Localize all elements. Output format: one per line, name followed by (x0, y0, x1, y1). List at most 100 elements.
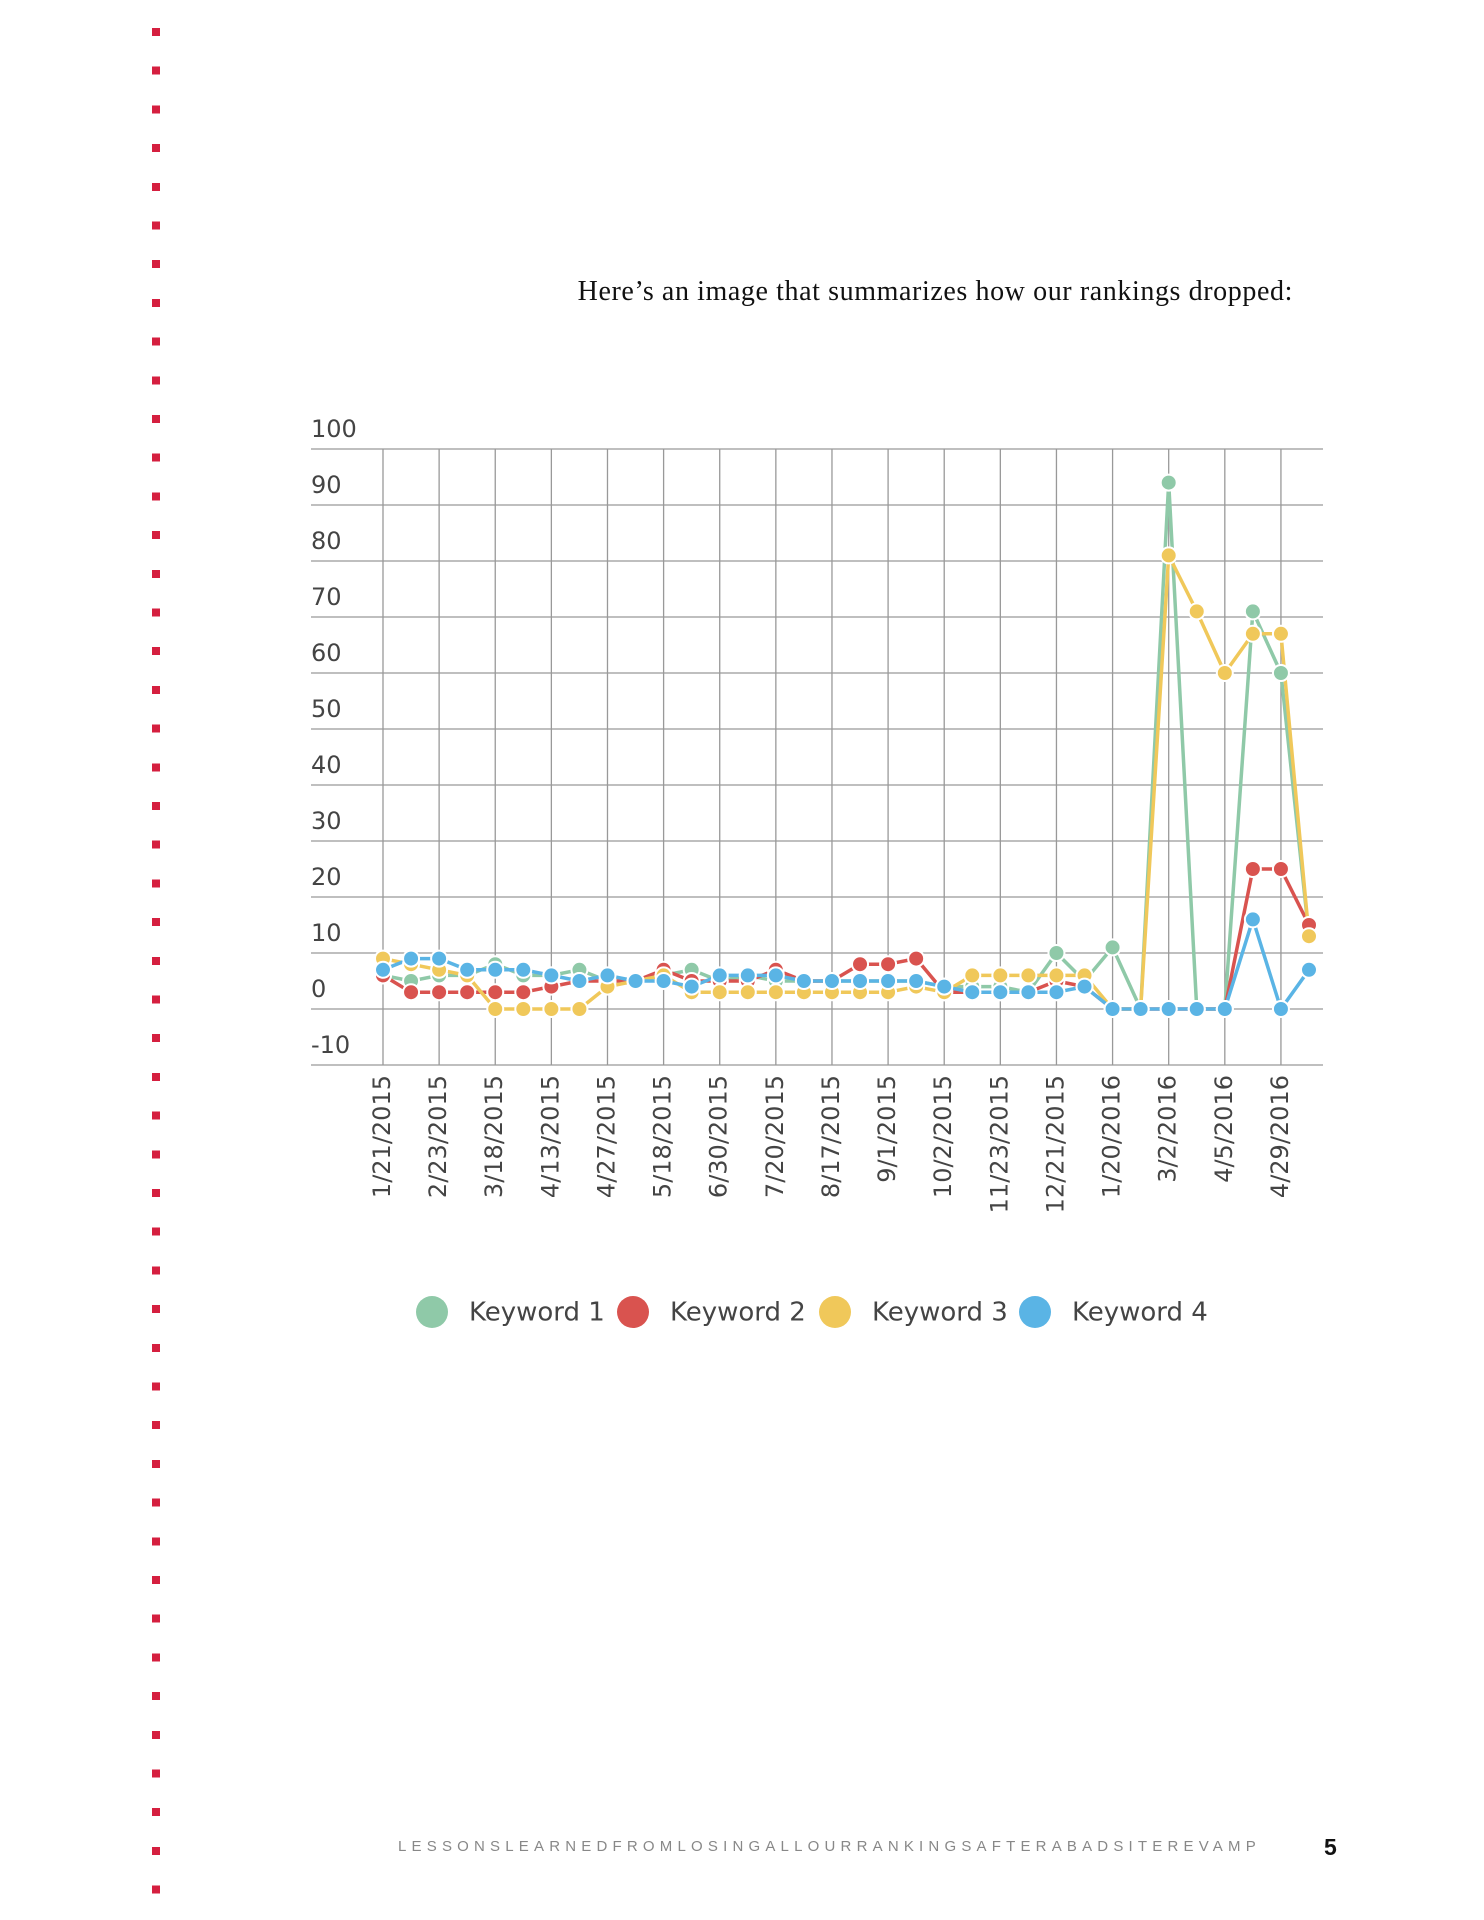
data-point (991, 983, 1010, 1002)
margin-dots (152, 28, 160, 1920)
data-point (907, 972, 926, 990)
y-tick-label: 40 (311, 751, 342, 779)
data-point (542, 966, 561, 985)
data-point (542, 1000, 561, 1018)
y-tick-label: 90 (311, 471, 342, 499)
data-point (654, 972, 673, 990)
x-tick-label: 4/27/2015 (592, 1075, 620, 1198)
data-point (1271, 664, 1290, 682)
x-tick-label: 5/18/2015 (649, 1075, 677, 1198)
x-tick-label: 4/13/2015 (536, 1075, 564, 1198)
data-point (710, 966, 729, 985)
data-point (766, 983, 785, 1002)
data-point (1215, 664, 1234, 682)
data-point (598, 966, 617, 985)
y-tick-label: 100 (311, 415, 357, 443)
data-point (1243, 910, 1262, 929)
data-point (1019, 983, 1038, 1002)
data-point (514, 1000, 533, 1018)
legend-marker (416, 1296, 448, 1328)
legend-label: Keyword 2 (670, 1298, 806, 1328)
data-point (402, 949, 421, 968)
y-tick-label: 70 (311, 583, 342, 611)
data-point (1300, 960, 1318, 979)
data-point (458, 983, 477, 1002)
data-point (402, 983, 421, 1002)
y-tick-label: 80 (311, 527, 342, 555)
data-point (991, 966, 1010, 985)
data-point (963, 966, 982, 985)
series-line (382, 548, 1311, 1011)
data-point (822, 972, 841, 990)
data-point (1159, 546, 1178, 565)
x-tick-label: 6/30/2015 (705, 1075, 733, 1198)
x-tick-label: 8/17/2015 (817, 1075, 845, 1198)
data-point (1075, 977, 1094, 996)
data-point (626, 972, 645, 990)
data-point (710, 983, 729, 1002)
y-tick-label: 20 (311, 863, 342, 891)
intro-text: Here’s an image that summarizes how our … (577, 276, 1293, 307)
legend-marker (1019, 1296, 1051, 1328)
data-point (486, 960, 505, 979)
data-point (458, 960, 477, 979)
data-point (486, 983, 505, 1002)
data-point (1215, 1000, 1234, 1018)
data-point (1300, 927, 1318, 946)
data-point (963, 983, 982, 1002)
x-tick-label: 12/21/2015 (1041, 1075, 1069, 1213)
legend-label: Keyword 4 (1072, 1298, 1208, 1328)
data-point (1103, 1000, 1122, 1018)
data-point (738, 966, 757, 985)
data-point (374, 960, 392, 979)
x-tick-label: 10/2/2015 (929, 1075, 957, 1198)
legend-marker (617, 1296, 649, 1328)
series-line (382, 913, 1311, 1013)
data-point (907, 949, 926, 968)
data-point (879, 972, 898, 990)
y-tick-label: 30 (311, 807, 342, 835)
y-tick-label: 0 (311, 975, 326, 1003)
data-point (1047, 983, 1066, 1002)
data-point (514, 983, 533, 1002)
x-tick-label: 9/1/2015 (873, 1075, 901, 1183)
data-point (430, 983, 449, 1002)
y-tick-label: -10 (311, 1031, 350, 1059)
x-tick-label: 11/23/2015 (985, 1075, 1013, 1213)
footer-text: LESSONSLEARNEDFROMLOSINGALLOURRANKINGSAF… (398, 1838, 1261, 1855)
data-point (1271, 624, 1290, 643)
data-point (1131, 1000, 1150, 1018)
data-point (1243, 602, 1262, 621)
data-point (1187, 602, 1206, 621)
data-point (1243, 860, 1262, 878)
legend-label: Keyword 3 (872, 1298, 1008, 1328)
data-point (1271, 1000, 1290, 1018)
x-tick-label: 4/5/2016 (1210, 1075, 1238, 1183)
y-tick-label: 50 (311, 695, 342, 723)
data-point (1019, 966, 1038, 985)
data-point (879, 955, 898, 974)
data-point (1047, 966, 1066, 985)
data-point (851, 955, 870, 974)
data-point (1047, 944, 1066, 962)
data-point (430, 949, 449, 968)
data-point (1159, 1000, 1178, 1018)
data-point (794, 972, 813, 990)
x-tick-label: 7/20/2015 (761, 1075, 789, 1198)
x-tick-label: 4/29/2016 (1266, 1075, 1294, 1198)
page-number: 5 (1324, 1834, 1337, 1860)
x-tick-label: 3/18/2015 (480, 1075, 508, 1198)
data-point (935, 977, 954, 996)
data-point (1187, 1000, 1206, 1018)
data-point (570, 972, 589, 990)
data-point (486, 1000, 505, 1018)
data-point (514, 960, 533, 979)
data-point (682, 977, 701, 996)
data-point (851, 972, 870, 990)
legend-label: Keyword 1 (469, 1298, 605, 1328)
x-tick-label: 2/23/2015 (424, 1075, 452, 1198)
data-point (1243, 624, 1262, 643)
data-point (738, 983, 757, 1002)
data-point (766, 966, 785, 985)
